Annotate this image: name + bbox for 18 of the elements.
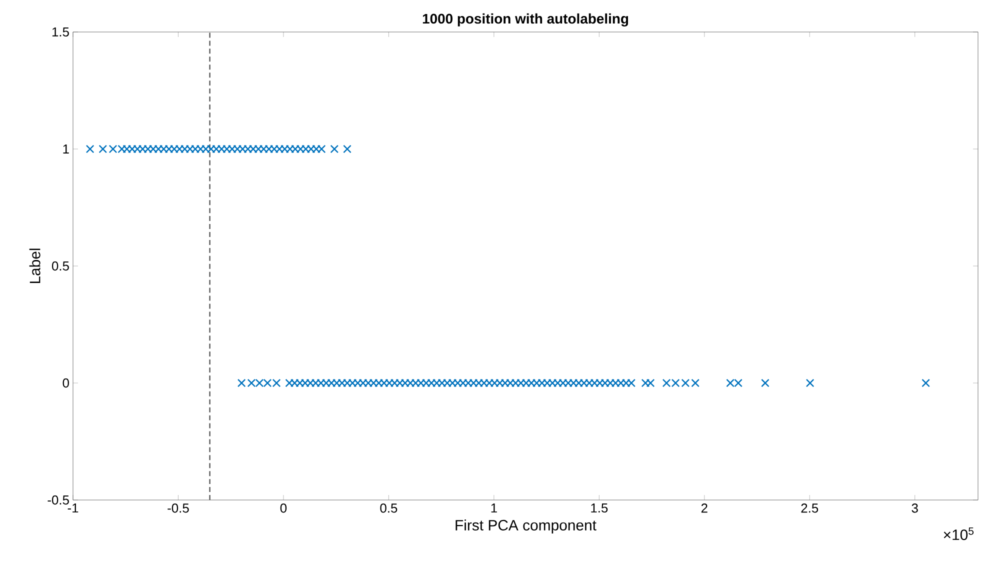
x-tick-label: 1.5 bbox=[591, 504, 608, 513]
chart-title: 1000 position with autolabeling bbox=[422, 13, 628, 26]
x-axis-title: First PCA component bbox=[456, 520, 596, 534]
x-tick-label: 2.5 bbox=[801, 504, 818, 513]
x-tick-label: 2 bbox=[701, 504, 708, 513]
x-tick-label: -0.5 bbox=[168, 504, 189, 513]
y-tick-label: 1.5 bbox=[52, 27, 69, 37]
x-tick-label: 0.5 bbox=[380, 504, 398, 513]
y-tick-label: 0.5 bbox=[52, 261, 69, 271]
y-tick-label: -0.5 bbox=[48, 495, 69, 505]
x-tick-label: -1 bbox=[68, 504, 78, 512]
x-tick-label: 1 bbox=[491, 504, 497, 512]
y-tick-label: 0 bbox=[62, 378, 69, 388]
y-axis-title: Label bbox=[29, 248, 40, 284]
x-tick-label: 3 bbox=[912, 504, 918, 513]
text: ×10$^{5}$ bbox=[944, 528, 974, 540]
x-tick-label: 0 bbox=[280, 504, 287, 513]
y-tick-label: 1 bbox=[63, 144, 69, 154]
